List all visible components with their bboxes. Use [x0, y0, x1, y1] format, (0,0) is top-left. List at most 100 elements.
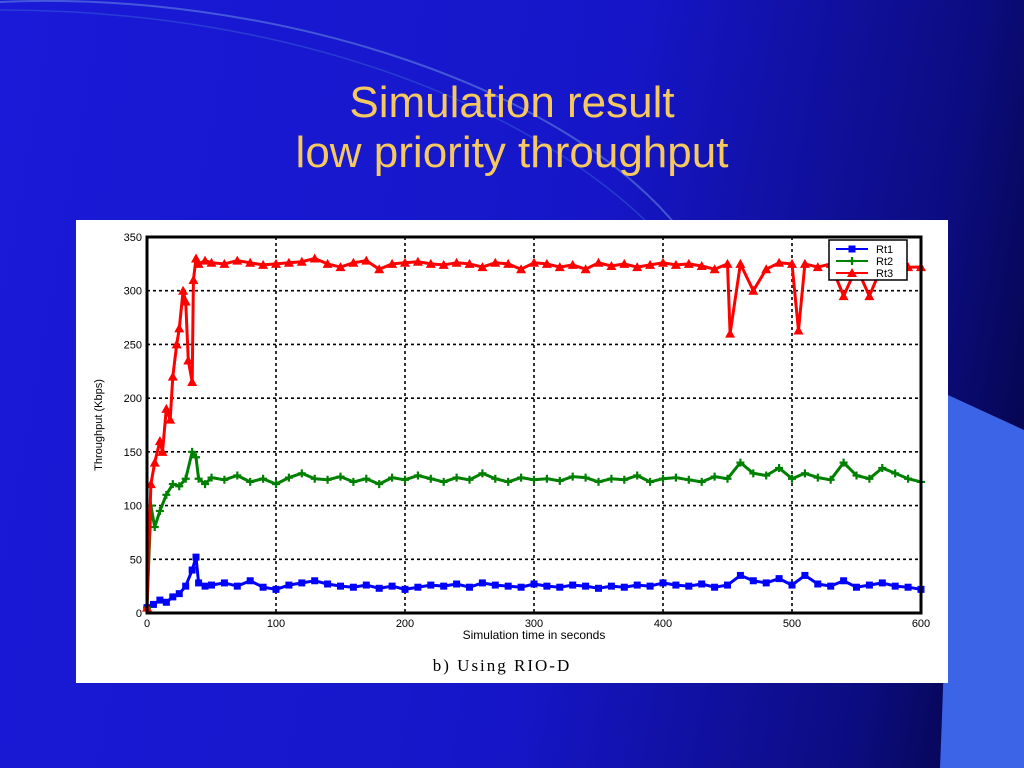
- data-point-plus: [375, 480, 384, 489]
- data-point-square: [195, 579, 203, 587]
- data-point-square: [337, 582, 344, 590]
- data-point-triangle: [183, 355, 194, 365]
- data-point-triangle: [283, 257, 294, 267]
- data-point-square: [208, 581, 215, 589]
- data-point-triangle: [206, 257, 217, 267]
- data-point-square: [362, 581, 370, 589]
- data-point-triangle: [774, 257, 785, 267]
- data-point-square: [543, 582, 551, 590]
- data-point-square: [220, 579, 228, 587]
- data-point-plus: [813, 473, 822, 482]
- data-point-triangle: [451, 257, 462, 267]
- data-point-square: [375, 584, 383, 592]
- data-point-triangle: [787, 258, 797, 268]
- data-point-square: [788, 581, 796, 589]
- data-point-triangle: [180, 296, 191, 306]
- data-point-square: [659, 579, 667, 587]
- data-point-plus: [259, 474, 268, 483]
- series-rt2: [143, 447, 925, 612]
- data-point-square: [848, 245, 856, 253]
- data-point-square: [162, 598, 170, 606]
- data-point-plus: [697, 477, 706, 486]
- data-point-triangle: [154, 436, 165, 446]
- data-point-square: [311, 577, 319, 585]
- background-swoosh-curve-2: [0, 9, 661, 236]
- data-point-plus: [201, 480, 210, 489]
- x-tick-label: 0: [144, 618, 150, 630]
- data-point-plus: [878, 463, 887, 472]
- data-point-plus: [401, 475, 409, 484]
- y-tick-label: 50: [130, 554, 142, 566]
- y-tick-label: 350: [124, 232, 142, 244]
- data-point-triangle: [165, 414, 176, 424]
- data-point-plus: [581, 473, 590, 482]
- data-point-triangle: [799, 258, 810, 268]
- data-point-triangle: [670, 259, 681, 269]
- data-point-triangle: [541, 258, 552, 268]
- data-point-plus: [568, 472, 577, 481]
- data-point-square: [582, 582, 590, 590]
- data-point-square: [749, 577, 757, 585]
- data-point-plus: [710, 472, 719, 481]
- data-point-triangle: [188, 274, 199, 284]
- data-point-plus: [671, 473, 680, 482]
- data-point-plus: [272, 480, 280, 489]
- data-point-plus: [555, 476, 564, 485]
- data-point-plus: [788, 474, 796, 483]
- data-point-triangle: [793, 325, 804, 335]
- data-point-triangle: [171, 339, 182, 349]
- data-point-plus: [297, 469, 306, 478]
- data-point-plus: [865, 474, 874, 483]
- data-point-square: [388, 582, 396, 590]
- data-point-triangle: [387, 258, 398, 268]
- data-point-plus: [439, 477, 448, 486]
- data-point-plus: [826, 475, 835, 484]
- y-tick-label: 0: [136, 608, 142, 620]
- data-point-plus: [310, 474, 319, 483]
- data-point-plus: [194, 474, 203, 483]
- data-point-plus: [188, 447, 197, 456]
- data-point-square: [298, 579, 306, 587]
- data-point-triangle: [309, 253, 320, 263]
- data-point-square: [891, 582, 899, 590]
- chart-grid: [147, 237, 921, 613]
- chart-caption: b) Using RIO-D: [433, 656, 572, 675]
- data-point-triangle: [529, 257, 539, 267]
- data-point-triangle: [157, 446, 168, 456]
- data-point-square: [504, 582, 512, 590]
- chart-image-frame: 0 100 200 300 400 500 600 0 50 100 150 200 250 300 35…: [76, 220, 948, 683]
- data-point-triangle: [516, 264, 527, 274]
- data-point-square: [685, 582, 693, 590]
- data-point-square: [569, 581, 577, 589]
- data-point-square: [156, 596, 164, 604]
- data-point-plus: [749, 469, 758, 478]
- data-point-triangle: [167, 371, 178, 381]
- legend-label: Rt3: [876, 268, 893, 280]
- data-point-square: [840, 577, 848, 585]
- data-point-plus: [633, 471, 642, 480]
- data-point-square: [517, 583, 525, 591]
- data-point-triangle: [200, 255, 211, 265]
- data-point-square: [201, 582, 209, 590]
- data-point-square: [414, 583, 422, 591]
- data-point-square: [272, 585, 280, 593]
- data-point-triangle: [245, 257, 256, 267]
- data-point-plus: [181, 474, 190, 483]
- data-point-triangle: [632, 262, 643, 272]
- data-point-triangle: [567, 259, 578, 269]
- data-point-plus: [646, 477, 655, 486]
- data-point-plus: [517, 473, 526, 482]
- data-point-square: [698, 580, 706, 588]
- x-axis-label: Simulation time in seconds: [463, 628, 606, 642]
- throughput-chart: 0 100 200 300 400 500 600 0 50 100 150 200 250 300 35…: [93, 232, 930, 675]
- data-point-plus: [362, 474, 371, 483]
- x-tick-label: 200: [396, 618, 414, 630]
- data-point-square: [149, 600, 157, 608]
- data-point-plus: [349, 477, 358, 486]
- data-point-square: [556, 583, 564, 591]
- data-point-triangle: [322, 258, 333, 268]
- data-point-triangle: [658, 257, 668, 267]
- series-line-rt3: [145, 257, 921, 608]
- data-point-square: [188, 566, 196, 574]
- data-point-triangle: [232, 255, 243, 265]
